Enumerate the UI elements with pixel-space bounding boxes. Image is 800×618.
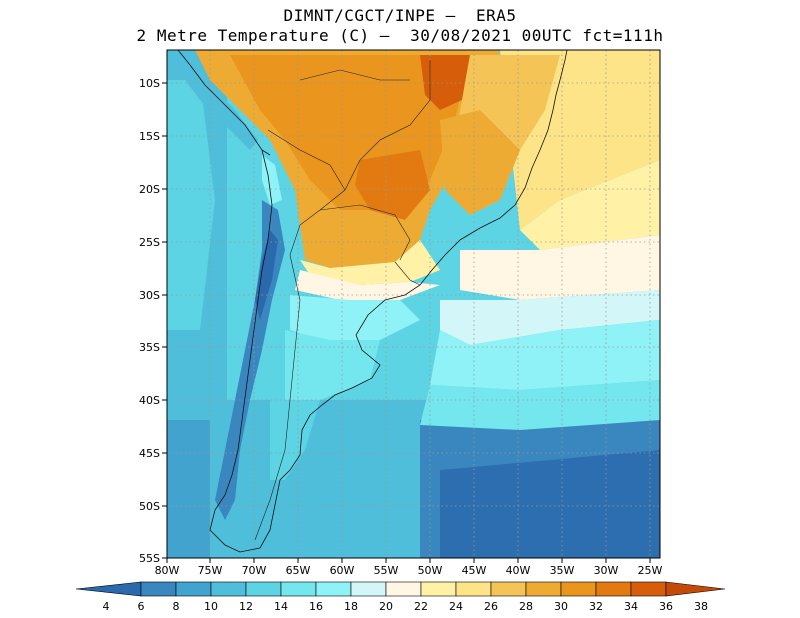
colorbar-segment bbox=[280, 581, 317, 597]
colorbar-segment bbox=[490, 581, 527, 597]
lat-label-10s: 10S bbox=[139, 77, 160, 90]
lat-label-35s: 35S bbox=[139, 341, 160, 354]
colorbar-segment bbox=[420, 581, 457, 597]
lat-label-30s: 30S bbox=[139, 289, 160, 302]
lon-label-55w: 55W bbox=[374, 564, 399, 577]
colorbar-label: 16 bbox=[309, 600, 323, 613]
lat-label-50s: 50S bbox=[139, 500, 160, 513]
colorbar bbox=[75, 581, 726, 597]
colorbar-label: 28 bbox=[519, 600, 533, 613]
colorbar-label: 32 bbox=[589, 600, 603, 613]
plot-frame bbox=[166, 49, 661, 559]
colorbar-label: 20 bbox=[379, 600, 393, 613]
lon-label-40w: 40W bbox=[506, 564, 531, 577]
colorbar-segment bbox=[455, 581, 492, 597]
colorbar-segment bbox=[245, 581, 282, 597]
colorbar-segment bbox=[140, 581, 177, 597]
lat-label-45s: 45S bbox=[139, 447, 160, 460]
colorbar-segment bbox=[75, 581, 142, 597]
lat-label-55s: 55S bbox=[139, 552, 160, 565]
country-borders bbox=[254, 60, 431, 541]
lon-label-25w: 25W bbox=[638, 564, 663, 577]
lat-label-15s: 15S bbox=[139, 130, 160, 143]
colorbar-label: 12 bbox=[239, 600, 253, 613]
colorbar-segment bbox=[350, 581, 387, 597]
lat-label-40s: 40S bbox=[139, 394, 160, 407]
lon-label-70w: 70W bbox=[242, 564, 267, 577]
colorbar-label: 24 bbox=[449, 600, 463, 613]
colorbar-segment bbox=[525, 581, 562, 597]
lon-label-75w: 75W bbox=[198, 564, 223, 577]
colorbar-label: 36 bbox=[659, 600, 673, 613]
colorbar-label: 34 bbox=[624, 600, 638, 613]
colorbar-label: 30 bbox=[554, 600, 568, 613]
colorbar-segment bbox=[210, 581, 247, 597]
coastlines bbox=[177, 50, 568, 553]
axis-ticks bbox=[162, 82, 651, 563]
colorbar-label: 8 bbox=[173, 600, 180, 613]
colorbar-segment bbox=[595, 581, 632, 597]
lon-label-45w: 45W bbox=[462, 564, 487, 577]
temperature-field bbox=[167, 50, 660, 558]
lon-label-35w: 35W bbox=[550, 564, 575, 577]
colorbar-segment bbox=[315, 581, 352, 597]
lat-label-20s: 20S bbox=[139, 183, 160, 196]
graticule bbox=[167, 50, 660, 558]
colorbar-segment bbox=[630, 581, 667, 597]
title-line-1: DIMNT/CGCT/INPE – ERA5 bbox=[283, 6, 517, 25]
lon-label-65w: 65W bbox=[286, 564, 311, 577]
colorbar-segment bbox=[175, 581, 212, 597]
colorbar-labels: 4 6 8 10 12 14 16 18 20 22 24 26 28 30 3… bbox=[103, 600, 709, 613]
lon-label-30w: 30W bbox=[594, 564, 619, 577]
colorbar-label: 4 bbox=[103, 600, 110, 613]
lat-label-25s: 25S bbox=[139, 236, 160, 249]
colorbar-label: 6 bbox=[138, 600, 145, 613]
colorbar-segment bbox=[560, 581, 597, 597]
colorbar-segment bbox=[385, 581, 422, 597]
lon-label-50w: 50W bbox=[418, 564, 443, 577]
lon-label-80w: 80W bbox=[155, 564, 180, 577]
colorbar-label: 22 bbox=[414, 600, 428, 613]
colorbar-label: 38 bbox=[694, 600, 708, 613]
title-line-2: 2 Metre Temperature (C) – 30/08/2021 00U… bbox=[136, 26, 664, 45]
colorbar-segment bbox=[665, 581, 726, 597]
lon-label-60w: 60W bbox=[330, 564, 355, 577]
colorbar-label: 18 bbox=[344, 600, 358, 613]
colorbar-label: 10 bbox=[204, 600, 218, 613]
colorbar-label: 26 bbox=[484, 600, 498, 613]
colorbar-label: 14 bbox=[274, 600, 288, 613]
